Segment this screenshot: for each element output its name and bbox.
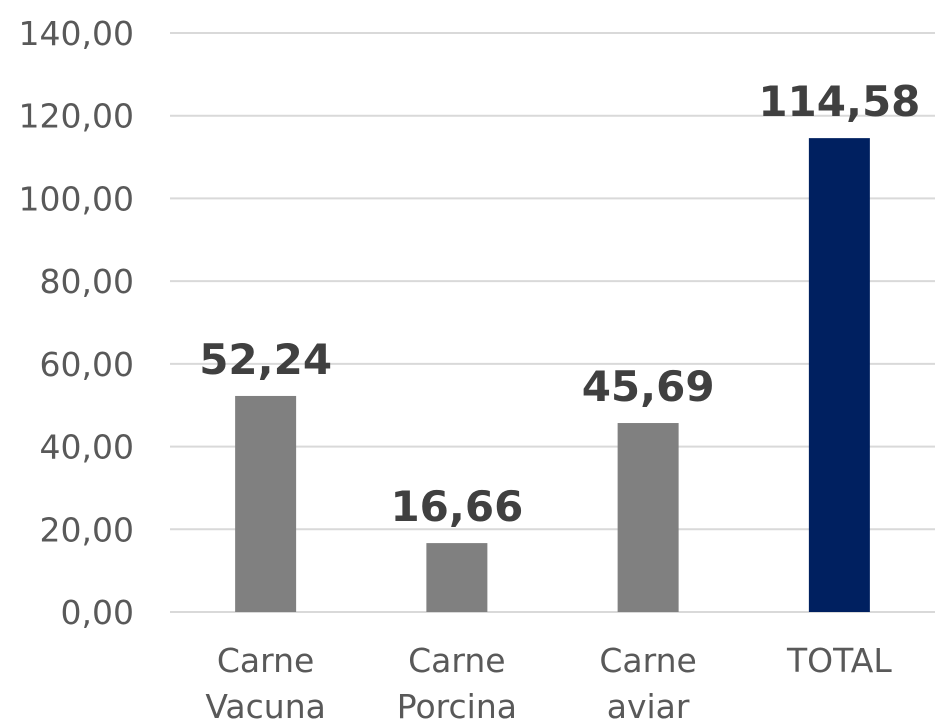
bar: [235, 395, 297, 612]
y-tick-label: 80,00: [40, 262, 134, 301]
x-tick-label: Carne: [408, 641, 505, 680]
y-tick-label: 140,00: [19, 14, 134, 53]
data-label: 45,69: [582, 362, 715, 411]
x-tick-label: Vacuna: [205, 687, 325, 720]
y-tick-label: 60,00: [40, 345, 134, 384]
data-label: 16,66: [390, 482, 523, 531]
data-label: 52,24: [199, 335, 332, 384]
y-tick-label: 120,00: [19, 97, 134, 136]
data-label: 114,58: [758, 77, 920, 126]
bar: [426, 543, 488, 612]
x-tick-label: Carne: [217, 641, 314, 680]
x-tick-label: TOTAL: [786, 641, 892, 680]
bars: [235, 138, 870, 612]
y-tick-label: 100,00: [19, 179, 134, 218]
x-tick-label: Porcina: [397, 687, 517, 720]
data-labels: 52,24 16,66 45,69 114,58: [199, 77, 920, 531]
y-axis: 0,00 20,00 40,00 60,00 80,00 100,00 120,00 140,…: [19, 14, 134, 632]
y-tick-label: 40,00: [40, 428, 134, 467]
y-tick-label: 20,00: [40, 510, 134, 549]
x-tick-label: aviar: [607, 687, 690, 720]
bar-total: [808, 138, 870, 612]
bar: [617, 423, 679, 612]
grid-lines: [170, 32, 935, 613]
x-tick-label: Carne: [599, 641, 696, 680]
x-axis: Carne Vacuna Carne Porcina Carne aviar TOTAL: [205, 641, 892, 720]
y-tick-label: 0,00: [61, 593, 134, 632]
